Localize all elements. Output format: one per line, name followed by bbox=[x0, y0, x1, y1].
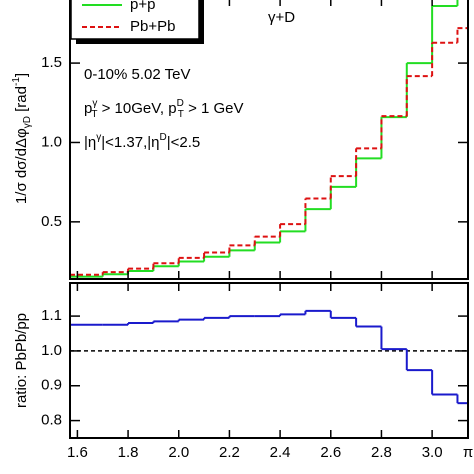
annotation: |ηγ​|<1.37,|ηD​|<2.5 bbox=[84, 132, 200, 151]
frame bbox=[69, 0, 469, 280]
y-tick-label: 1.1 bbox=[41, 307, 62, 324]
y-axis-label: ratio: PbPb/pp bbox=[13, 313, 30, 408]
y-tick-label: 1.0 bbox=[41, 342, 62, 359]
text-part: |η bbox=[84, 134, 96, 151]
text-part: |<1.37,|η bbox=[101, 134, 159, 151]
x-tick-label: 3.0 bbox=[422, 444, 443, 461]
text-part: > 1 GeV bbox=[184, 100, 244, 117]
y-tick-label: 1.0 bbox=[41, 133, 62, 150]
text-part: 1/σ dσ/dΔφ bbox=[13, 128, 30, 204]
plot-area bbox=[70, 309, 468, 405]
x-tick-label: 2.6 bbox=[320, 444, 341, 461]
annotation: 0-10% 5.02 TeV bbox=[84, 66, 190, 83]
legend bbox=[70, 0, 200, 40]
text-part: 0-10% 5.02 TeV bbox=[84, 66, 190, 83]
text-part: ] bbox=[13, 73, 30, 77]
legend-label: Pb+Pb bbox=[130, 18, 175, 35]
annotation: pγT​ > 10GeV, pDT​ > 1 GeV bbox=[84, 98, 244, 120]
superscript: D bbox=[160, 132, 167, 143]
text-part: [rad bbox=[13, 86, 30, 116]
y-tick-label: 0.5 bbox=[41, 213, 62, 230]
x-tick-label: 2.0 bbox=[168, 444, 189, 461]
x-tick-label: 2.4 bbox=[270, 444, 291, 461]
y-tick-label: 1.5 bbox=[41, 54, 62, 71]
text-part: p bbox=[84, 100, 92, 117]
text-part: > 10GeV, p bbox=[97, 100, 176, 117]
superscript: -1 bbox=[11, 77, 22, 86]
x-tick-label: 1.8 bbox=[118, 444, 139, 461]
y-axis-label: 1/σ dσ/dΔφγD​ [rad-1​] bbox=[11, 73, 33, 204]
y-tick-label: 0.9 bbox=[41, 377, 62, 394]
superscript: γ bbox=[92, 98, 97, 109]
x-tick-label: 2.8 bbox=[371, 444, 392, 461]
frame bbox=[69, 282, 469, 439]
text-part: ratio: PbPb/pp bbox=[13, 313, 30, 408]
legend-label: p+p bbox=[130, 0, 155, 13]
plot-area bbox=[70, 0, 468, 278]
x-tick-label: 2.2 bbox=[219, 444, 240, 461]
process-label: γ+D bbox=[268, 9, 295, 26]
x-tick-label: 1.6 bbox=[67, 444, 88, 461]
subscript: γD bbox=[22, 116, 33, 128]
superscript: D bbox=[177, 98, 184, 109]
text-part: |<2.5 bbox=[167, 134, 201, 151]
subscript: T bbox=[91, 109, 97, 120]
x-tick-label: π bbox=[463, 444, 473, 461]
subscript: T bbox=[178, 109, 184, 120]
superscript: γ bbox=[96, 132, 101, 143]
y-tick-label: 0.8 bbox=[41, 412, 62, 429]
